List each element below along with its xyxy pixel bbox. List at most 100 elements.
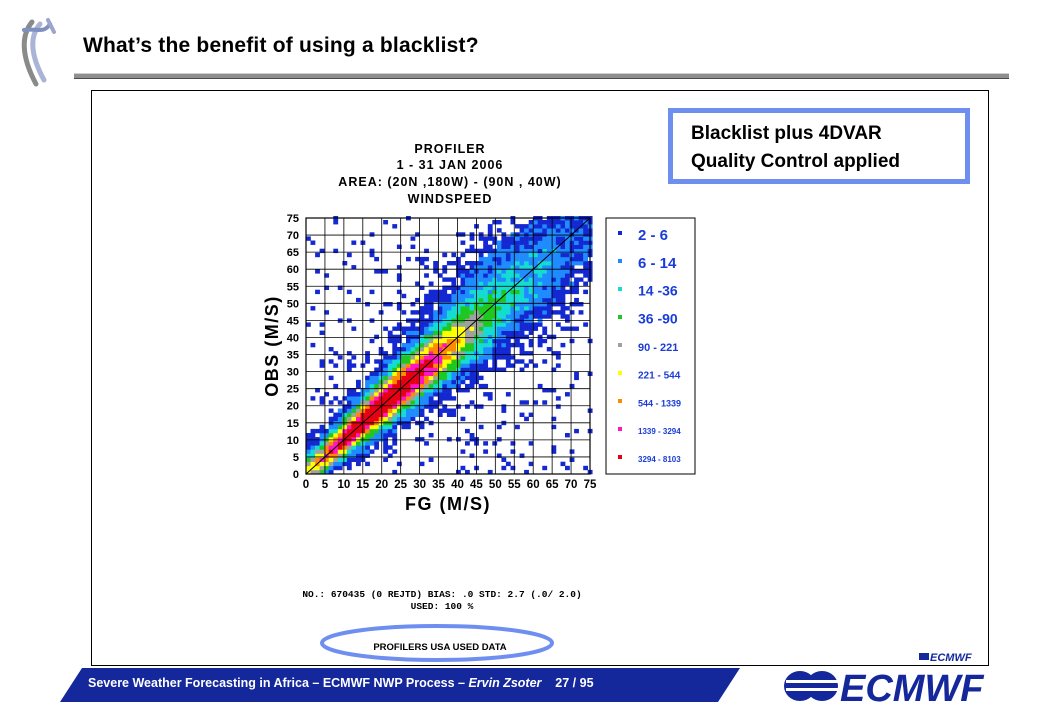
density-cell [387, 424, 393, 430]
density-cell [465, 388, 470, 393]
density-cell [346, 396, 352, 401]
density-cell [424, 338, 429, 344]
density-cell [583, 269, 589, 274]
x-tick-label: 75 [584, 479, 597, 491]
density-cell [333, 396, 339, 401]
density-cell [569, 273, 575, 278]
density-cell [424, 383, 429, 389]
density-cell [551, 302, 557, 307]
density-cell [555, 224, 561, 229]
density-cell [328, 461, 334, 467]
density-cell [406, 342, 411, 348]
density-cell [415, 334, 420, 340]
density-cell [406, 351, 411, 356]
density-cell [446, 396, 452, 401]
density-cell [374, 383, 380, 389]
density-cell [496, 252, 502, 258]
density-cell [551, 236, 557, 241]
density-cell [460, 359, 466, 364]
density-cell [351, 355, 357, 360]
density-cell [519, 322, 525, 327]
density-cell [387, 408, 393, 413]
density-cell [437, 322, 443, 327]
density-cell [442, 302, 448, 307]
density-cell [546, 310, 552, 315]
density-cell [401, 416, 407, 422]
density-cell [428, 293, 434, 299]
density-cell [492, 236, 498, 241]
density-cell [560, 248, 566, 254]
density-cell [356, 416, 361, 422]
density-cell [496, 347, 502, 352]
density-cell [574, 428, 579, 434]
density-cell [310, 441, 316, 446]
density-cell [315, 465, 320, 471]
density-cell [551, 281, 557, 286]
density-cell [478, 297, 484, 303]
density-cell [487, 269, 493, 274]
density-cell [356, 457, 361, 462]
density-cell [424, 310, 429, 315]
density-cell [465, 404, 470, 409]
density-cell [528, 461, 534, 467]
density-cell [537, 314, 543, 319]
density-cell [528, 273, 534, 278]
density-cell [483, 392, 489, 397]
density-cell [505, 334, 511, 340]
density-cell [555, 236, 561, 241]
density-cell [433, 351, 439, 356]
density-cell [387, 334, 393, 340]
x-tick-label: 10 [337, 479, 350, 491]
density-cell [351, 363, 357, 368]
density-cell [401, 359, 407, 364]
legend-swatch [618, 427, 622, 431]
density-cell [492, 281, 498, 286]
density-cell [437, 388, 443, 393]
density-cell [442, 379, 448, 385]
density-cell [487, 265, 493, 270]
density-cell [483, 322, 489, 327]
density-cell [333, 441, 339, 446]
density-cell [505, 359, 511, 364]
density-cell [524, 244, 529, 249]
density-cell [365, 404, 370, 409]
density-cell [383, 457, 389, 462]
density-cell [383, 437, 389, 442]
density-cell [437, 310, 443, 315]
page-number: 27 / 95 [555, 676, 594, 690]
density-cell [537, 383, 543, 389]
density-cell [483, 351, 489, 356]
density-cell [442, 363, 448, 368]
density-cell [396, 404, 402, 409]
density-cell [555, 265, 561, 270]
density-cell [515, 310, 520, 315]
density-cell [396, 351, 402, 356]
density-cell [451, 302, 457, 307]
density-cell [469, 248, 475, 254]
density-cell [451, 297, 457, 303]
density-cell [306, 322, 311, 327]
density-cell [419, 424, 425, 430]
density-cell [519, 240, 525, 245]
density-cell [528, 256, 534, 262]
density-cell [392, 224, 398, 229]
density-cell [456, 314, 461, 319]
density-cell [319, 433, 325, 438]
density-cell [469, 277, 475, 282]
density-cell [542, 228, 548, 233]
density-cell [483, 297, 489, 303]
density-cell [519, 400, 525, 405]
density-cell [346, 388, 352, 393]
density-cell [465, 289, 470, 295]
legend-label: 3294 - 8103 [638, 455, 681, 464]
density-cell [342, 424, 348, 430]
density-cell [460, 416, 466, 422]
density-cell [328, 441, 334, 446]
density-cell [487, 396, 493, 401]
density-cell [337, 461, 343, 467]
density-cell [401, 310, 407, 315]
density-cell [515, 277, 520, 282]
density-cell [415, 379, 420, 385]
density-cell [469, 326, 475, 331]
density-cell [542, 293, 548, 299]
